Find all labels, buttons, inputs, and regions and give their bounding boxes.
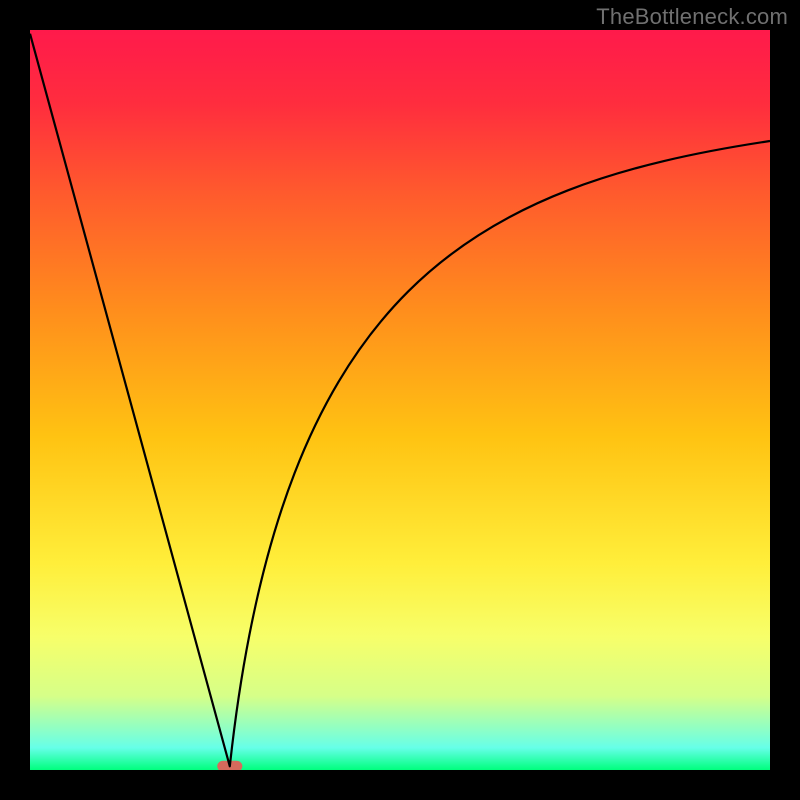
bottleneck-plot [30,30,770,770]
watermark-text: TheBottleneck.com [596,4,788,30]
gradient-background [30,30,770,770]
chart-frame: TheBottleneck.com [0,0,800,800]
